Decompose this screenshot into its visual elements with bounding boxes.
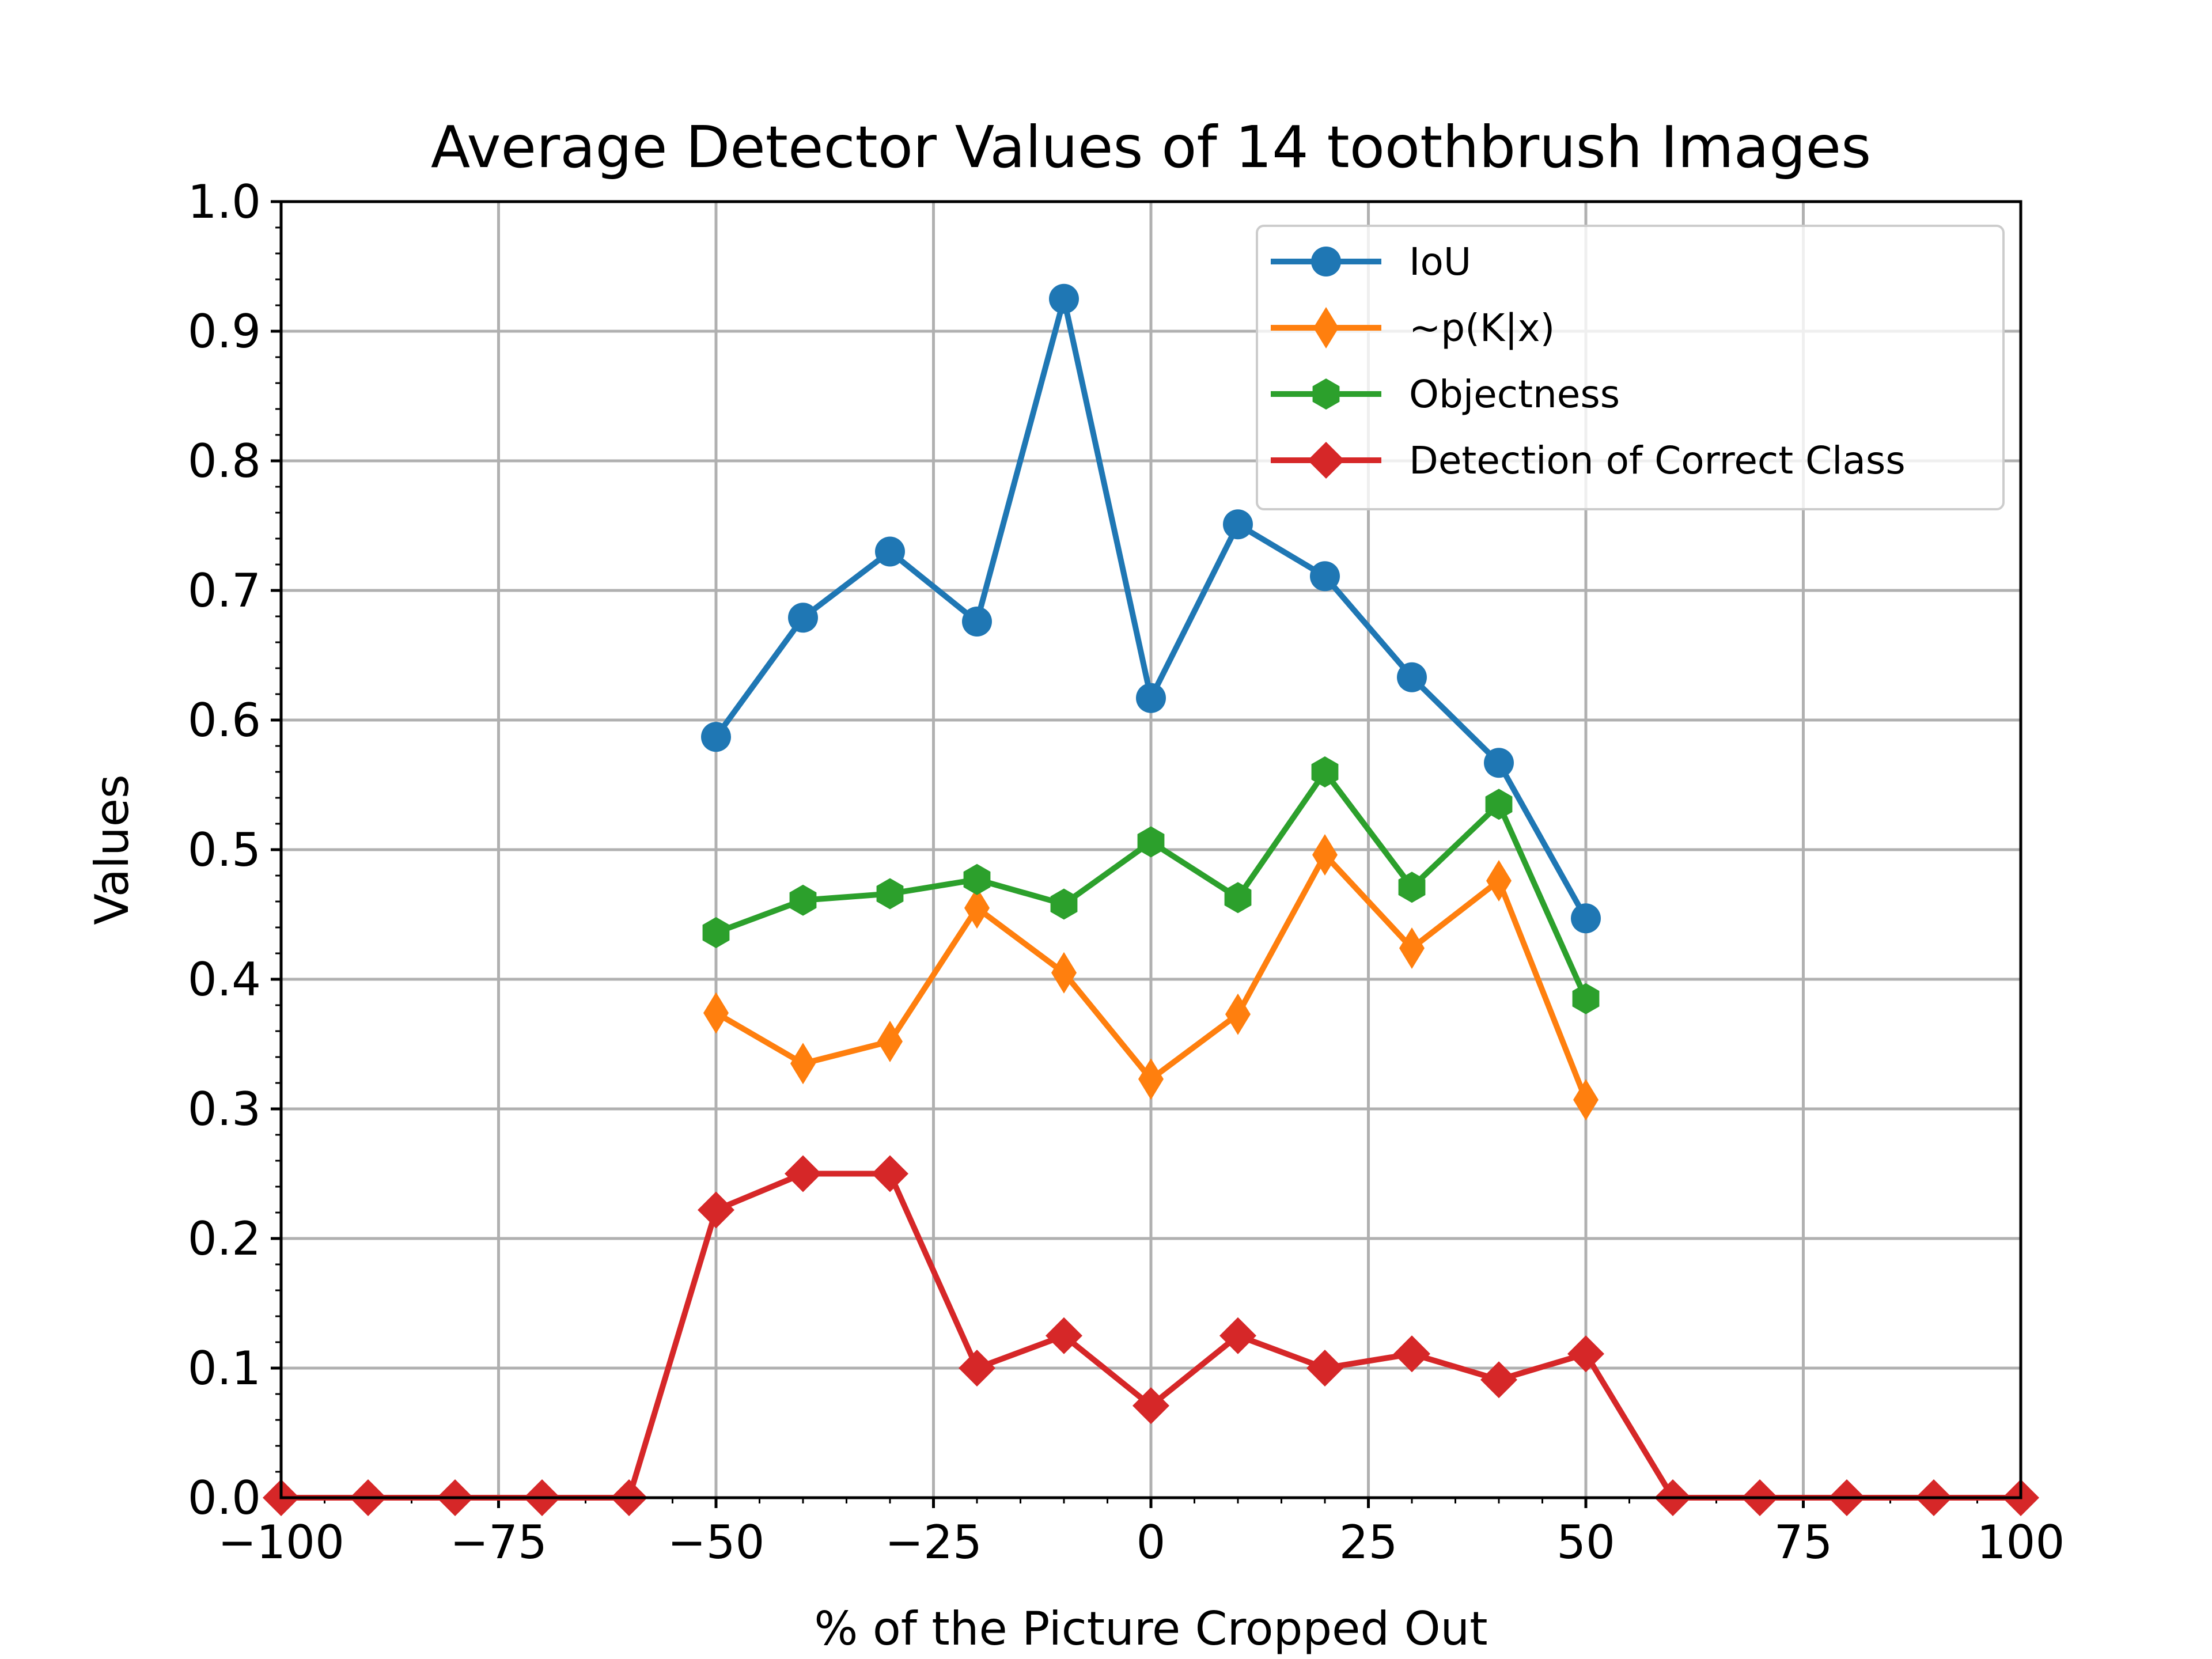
- y-tick-label: 0.7: [188, 564, 261, 618]
- data-point-iou: [1136, 683, 1166, 713]
- y-tick-label: 0.2: [188, 1212, 261, 1266]
- series-objectness: [702, 756, 1600, 1014]
- x-axis-label: % of the Picture Cropped Out: [814, 1602, 1487, 1656]
- data-point-detection-of-correct-class: [1132, 1387, 1169, 1425]
- data-point-p-k-x: [1225, 993, 1251, 1035]
- legend-item-detection-of-correct-class: Detection of Correct Class: [1271, 438, 1906, 483]
- data-point-detection-of-correct-class: [1306, 1350, 1343, 1387]
- data-point-detection-of-correct-class: [872, 1155, 908, 1192]
- series-p-k-x: [703, 834, 1599, 1121]
- legend-marker-detection-of-correct-class: [1308, 442, 1344, 479]
- data-point-iou: [1310, 561, 1340, 592]
- y-tick-label: 0.0: [188, 1471, 261, 1525]
- y-axis-label: Values: [85, 774, 139, 925]
- legend-box: [1256, 225, 2005, 510]
- grid-lines: [281, 202, 2021, 1498]
- legend-label: Objectness: [1409, 372, 1620, 416]
- y-tick-label: 0.1: [188, 1342, 261, 1395]
- data-point-objectness: [963, 863, 991, 895]
- x-tick-label: 75: [1774, 1516, 1833, 1569]
- data-point-objectness: [1485, 789, 1513, 820]
- legend-item-objectness: Objectness: [1271, 372, 1620, 416]
- y-tick-label: 0.9: [188, 305, 261, 358]
- data-point-iou: [875, 536, 905, 567]
- data-point-detection-of-correct-class: [1393, 1335, 1430, 1373]
- data-point-objectness: [1398, 872, 1426, 903]
- data-point-iou: [788, 603, 818, 633]
- x-tick-label: −50: [668, 1516, 765, 1569]
- legend-marker-objectness: [1312, 378, 1340, 410]
- x-tick-label: −25: [885, 1516, 982, 1569]
- legend-label: Detection of Correct Class: [1409, 438, 1906, 483]
- data-point-iou: [1571, 903, 1601, 934]
- data-point-detection-of-correct-class: [1219, 1317, 1256, 1354]
- x-tick-label: 25: [1339, 1516, 1398, 1569]
- y-tick-label: 1.0: [188, 175, 261, 229]
- legend-item-iou: IoU: [1271, 240, 1471, 284]
- data-point-iou: [1484, 748, 1514, 778]
- data-point-objectness: [789, 884, 817, 916]
- data-point-objectness: [876, 878, 904, 910]
- data-point-detection-of-correct-class: [1567, 1335, 1604, 1373]
- data-point-p-k-x: [1573, 1079, 1599, 1121]
- data-point-iou: [1049, 283, 1079, 314]
- legend: IoU ~p(K|x) Objectness Detection of Correct…: [1256, 225, 2005, 510]
- data-point-detection-of-correct-class: [1046, 1317, 1082, 1354]
- chart-title: Average Detector Values of 14 toothbrush…: [431, 113, 1871, 181]
- data-point-iou: [1223, 509, 1253, 540]
- data-point-objectness: [1050, 888, 1078, 920]
- data-point-p-k-x: [703, 992, 729, 1034]
- x-tick-label: −75: [450, 1516, 547, 1569]
- data-point-p-k-x: [964, 887, 990, 929]
- data-point-iou: [701, 722, 731, 752]
- data-point-p-k-x: [1486, 860, 1512, 902]
- x-tick-label: 0: [1137, 1516, 1166, 1569]
- data-point-objectness: [1137, 826, 1165, 858]
- data-point-objectness: [702, 917, 730, 948]
- data-point-p-k-x: [1051, 952, 1077, 994]
- data-point-objectness: [1224, 882, 1252, 914]
- data-point-detection-of-correct-class: [1480, 1361, 1517, 1399]
- y-tick-label: 0.3: [188, 1082, 261, 1136]
- data-point-p-k-x: [1399, 927, 1425, 969]
- x-tick-label: −100: [218, 1516, 344, 1569]
- plot-frame: [279, 200, 2022, 1499]
- data-point-detection-of-correct-class: [959, 1350, 995, 1387]
- x-tick-label: 100: [1977, 1516, 2065, 1569]
- data-point-iou: [1397, 662, 1427, 692]
- data-point-p-k-x: [1138, 1058, 1164, 1100]
- legend-marker-p-k-x: [1313, 307, 1339, 349]
- legend-marker-iou: [1311, 247, 1341, 276]
- legend-label: IoU: [1409, 240, 1471, 284]
- legend-item-p-k-x: ~p(K|x): [1271, 306, 1555, 350]
- x-tick-label: 50: [1556, 1516, 1615, 1569]
- y-tick-label: 0.8: [188, 434, 261, 488]
- data-point-detection-of-correct-class: [698, 1191, 734, 1229]
- data-point-p-k-x: [790, 1043, 816, 1085]
- series-group: [263, 283, 2039, 1516]
- data-point-detection-of-correct-class: [785, 1155, 821, 1192]
- y-tick-label: 0.4: [188, 953, 261, 1006]
- data-point-p-k-x: [877, 1021, 903, 1062]
- data-point-p-k-x: [1312, 834, 1338, 876]
- data-point-objectness: [1311, 756, 1339, 787]
- data-point-objectness: [1572, 983, 1600, 1014]
- data-point-iou: [962, 607, 992, 637]
- series-iou: [701, 283, 1601, 934]
- legend-label: ~p(K|x): [1409, 306, 1555, 350]
- y-tick-label: 0.5: [188, 823, 261, 877]
- y-tick-label: 0.6: [188, 694, 261, 747]
